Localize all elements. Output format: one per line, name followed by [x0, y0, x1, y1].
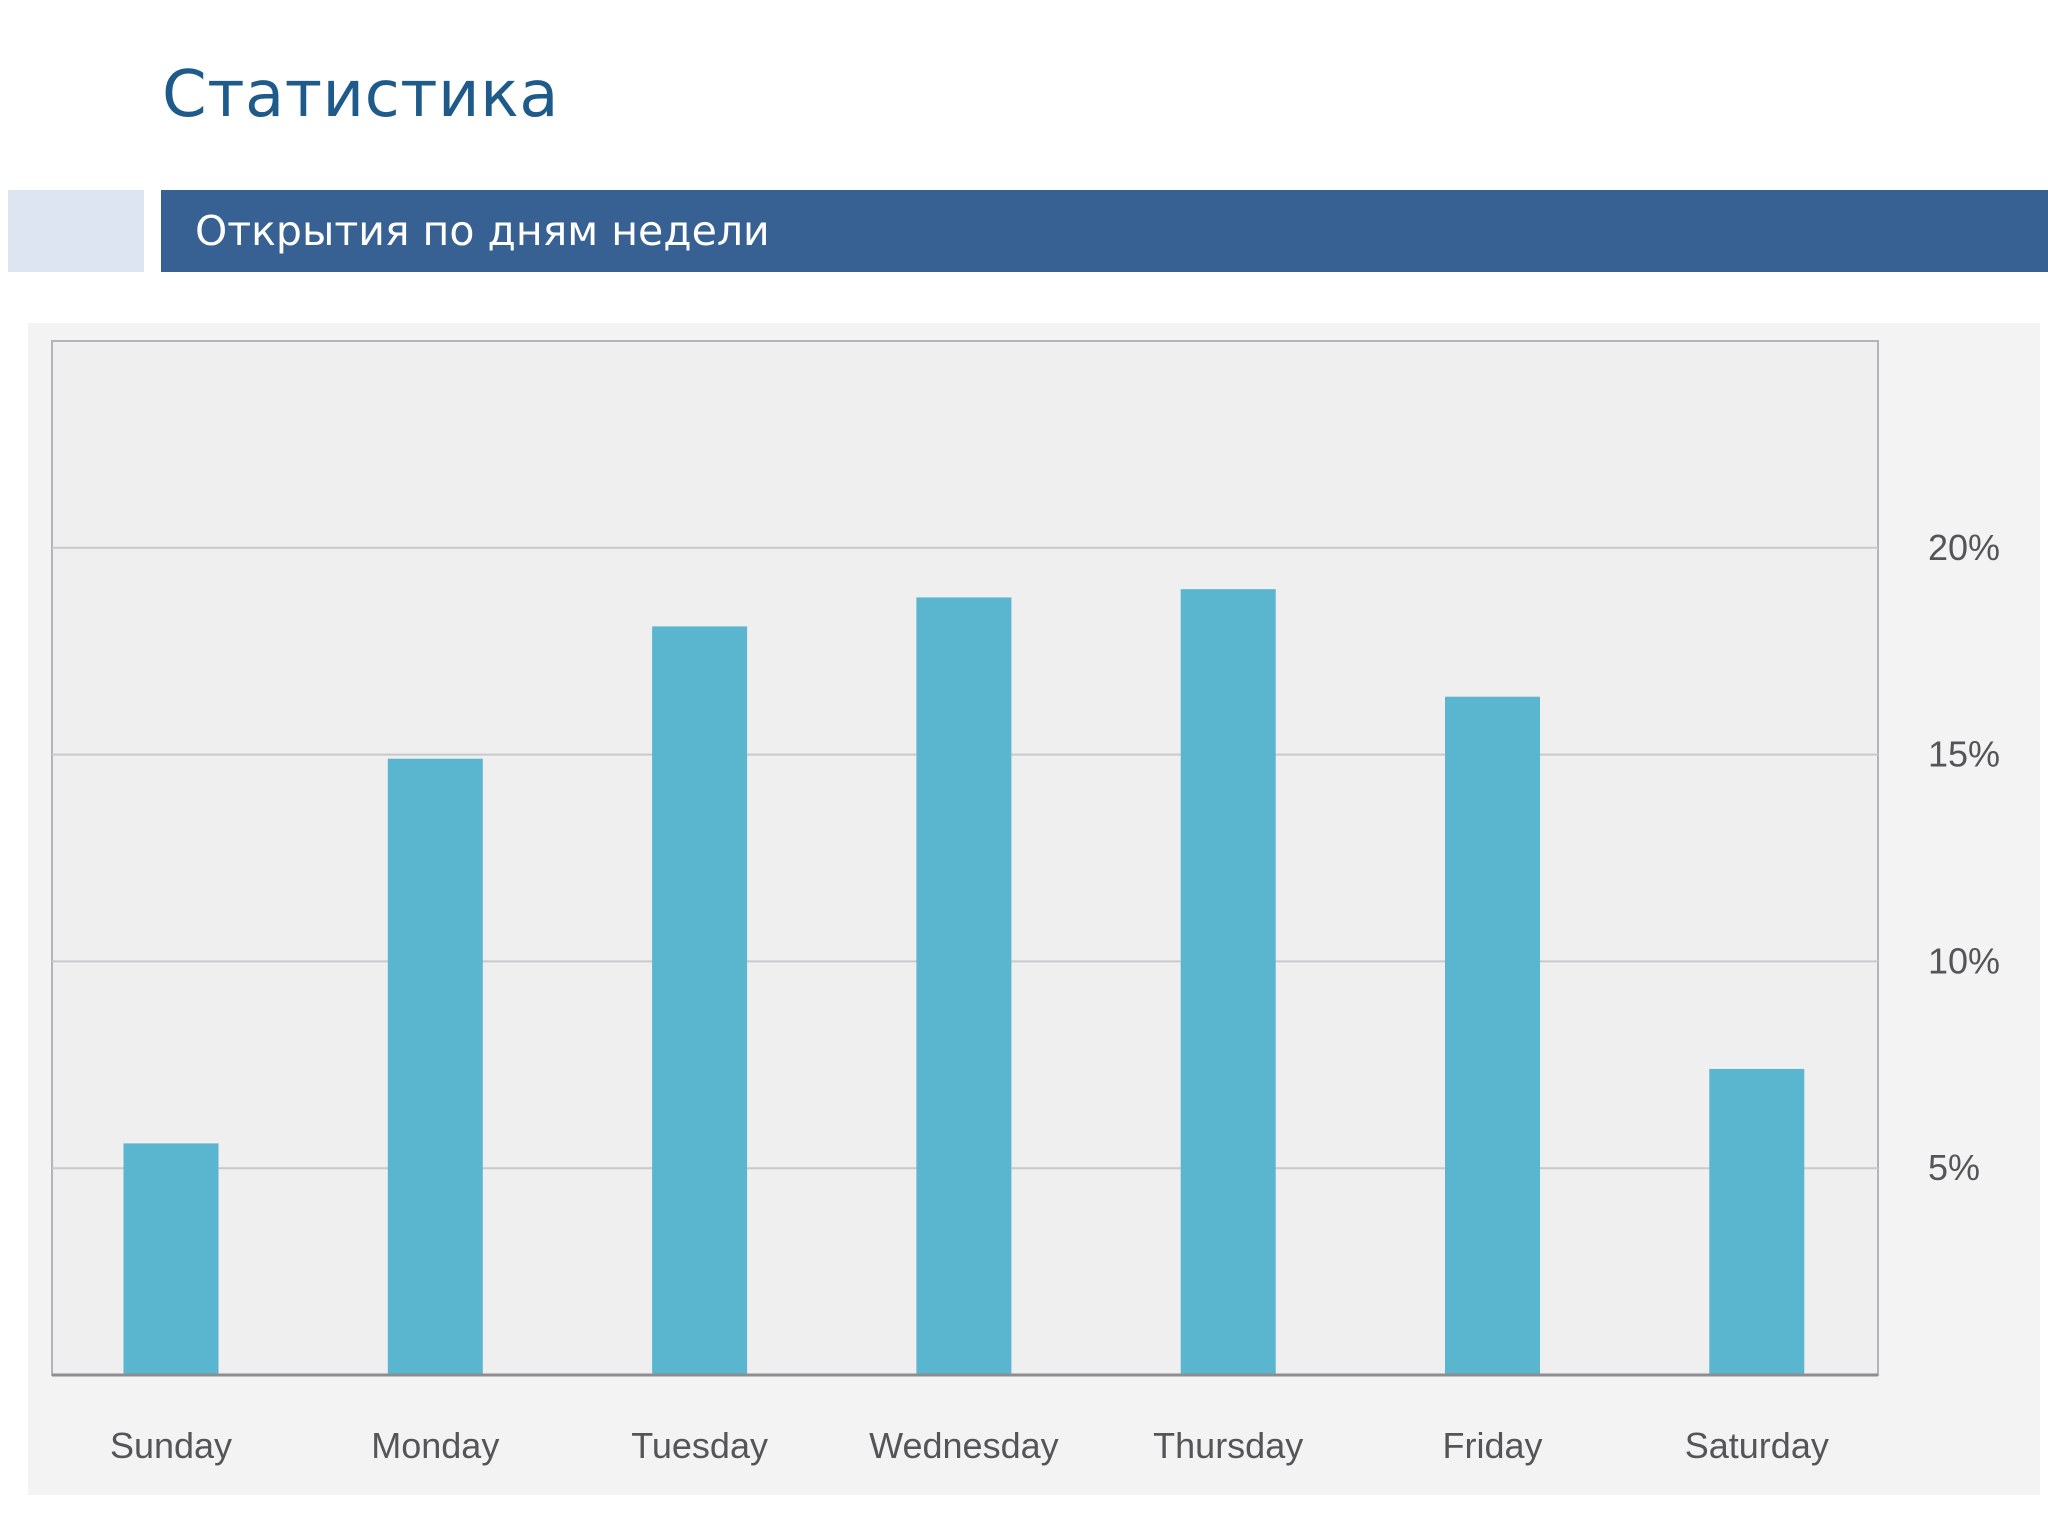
x-tick-label: Tuesday — [631, 1425, 768, 1466]
bar-saturday — [1709, 1068, 1805, 1375]
y-tick-label: 15% — [1928, 734, 2000, 775]
bar-monday — [387, 758, 483, 1375]
y-tick-label: 20% — [1928, 527, 2000, 568]
section-header-bar: Открытия по дням недели — [161, 190, 2048, 272]
y-tick-label: 5% — [1928, 1147, 1980, 1188]
x-tick-label: Friday — [1442, 1425, 1542, 1466]
bar-sunday — [123, 1143, 219, 1375]
bar-wednesday — [916, 597, 1012, 1375]
bar-tuesday — [652, 626, 748, 1375]
x-tick-label: Thursday — [1153, 1425, 1303, 1466]
x-tick-label: Wednesday — [869, 1425, 1058, 1466]
bar-friday — [1445, 696, 1540, 1375]
header-accent-block — [8, 190, 144, 272]
bar-thursday — [1180, 589, 1276, 1375]
x-tick-label: Saturday — [1685, 1425, 1829, 1466]
chart-subtitle: Открытия по дням недели — [195, 207, 770, 255]
y-tick-label: 10% — [1928, 940, 2000, 981]
x-tick-label: Monday — [371, 1425, 499, 1466]
page-title: Статистика — [162, 58, 559, 132]
x-tick-label: Sunday — [110, 1425, 232, 1466]
